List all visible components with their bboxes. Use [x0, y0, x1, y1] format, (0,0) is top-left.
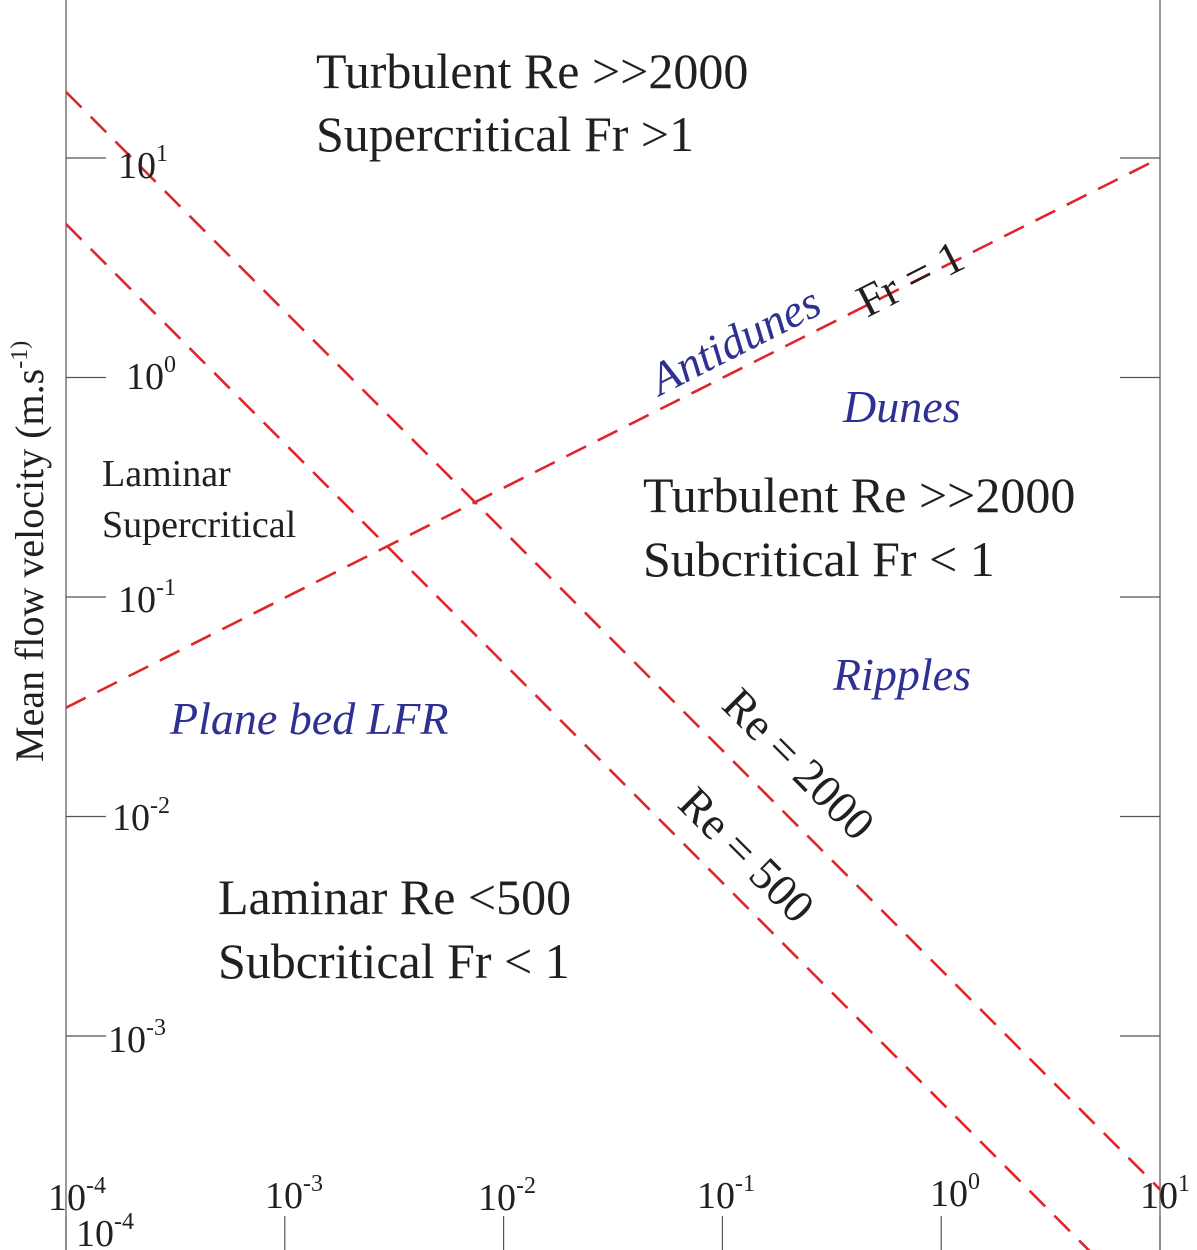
x-tick-label: 100 — [930, 1169, 980, 1215]
x-tick-labels: 10-4 10-3 10-2 10-1 100 101 10-4 — [48, 1169, 1190, 1250]
region-label: Laminar Re <500 Subcritical Fr < 1 — [218, 869, 584, 989]
bedform-label-ripples: Ripples — [832, 649, 971, 700]
region-label: Turbulent Re >>2000 Supercritical Fr >1 — [316, 43, 761, 162]
y-axis-label: Mean flow velocity (m.s-1) — [7, 341, 52, 762]
region-labels: Turbulent Re >>2000 Supercritical Fr >1 … — [102, 43, 1088, 989]
tick-marks — [65, 157, 1161, 1250]
x-tick-label: 10-4 — [48, 1173, 106, 1219]
bedform-label-dunes: Dunes — [842, 381, 961, 432]
line-label-fr1: Fr = 1 — [848, 230, 972, 327]
region-label: Laminar Supercritical — [102, 453, 296, 546]
y-tick-label: 10-2 — [112, 793, 170, 839]
x-tick-label: 10-2 — [478, 1173, 536, 1219]
bedform-label-plane-bed: Plane bed LFR — [169, 693, 449, 744]
y-tick-label: 10-1 — [118, 575, 176, 621]
y-tick-labels: 101 100 10-1 10-2 10-3 — [108, 141, 176, 1061]
corner-tick-label: 10-4 — [76, 1209, 134, 1250]
series-line-fr-1 — [65, 156, 1161, 709]
x-tick-label: 10-3 — [265, 1171, 323, 1217]
region-label: Turbulent Re >>2000 Subcritical Fr < 1 — [643, 467, 1088, 587]
x-tick-label: 101 — [1140, 1171, 1190, 1217]
x-tick-label: 10-1 — [697, 1171, 755, 1217]
y-tick-label: 100 — [126, 352, 176, 398]
series-lines — [65, 90, 1161, 1250]
series-line-re-2000 — [65, 90, 1161, 1191]
y-tick-label: 101 — [118, 141, 168, 187]
y-tick-label: 10-3 — [108, 1015, 166, 1061]
bedform-label-antidunes: Antidunes — [639, 276, 829, 406]
